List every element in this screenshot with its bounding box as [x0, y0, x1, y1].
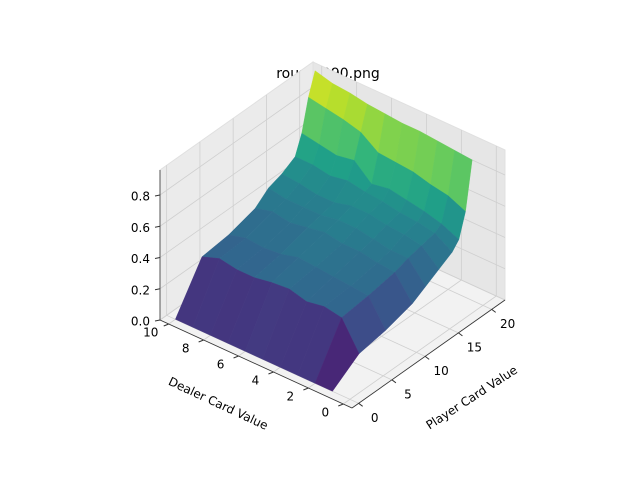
axis-line [159, 319, 353, 409]
y-tick [198, 339, 204, 343]
y-tick [268, 371, 274, 375]
y-tick-label: 2 [287, 390, 295, 404]
grid-line [159, 117, 314, 227]
z-tick [154, 194, 161, 197]
z-tick [154, 257, 161, 259]
y-tick [338, 403, 344, 407]
z-tick-label: 0.2 [131, 283, 150, 297]
axis-line [351, 299, 506, 409]
z-tick [154, 225, 161, 228]
x-tick [491, 308, 496, 313]
grid-line [343, 295, 497, 405]
x-tick-label: 0 [371, 411, 379, 425]
z-tick-label: 0.8 [131, 190, 150, 204]
x-tick [424, 355, 430, 360]
y-tick-label: 6 [217, 358, 225, 372]
z-tick-label: 0.4 [131, 252, 150, 266]
x-tick [391, 379, 397, 384]
y-tick-label: 4 [252, 374, 260, 388]
y-tick [303, 387, 309, 391]
x-tick [358, 402, 363, 407]
z-tick [154, 319, 161, 322]
x-tick-label: 10 [434, 364, 449, 378]
x-tick [458, 332, 463, 337]
z-tick-label: 0.6 [131, 221, 150, 235]
grid-line [159, 86, 314, 196]
y-tick [233, 355, 239, 359]
z-tick [154, 288, 161, 291]
x-tick-label: 20 [500, 317, 515, 331]
x-tick-label: 15 [467, 340, 482, 354]
surface-face [314, 317, 360, 392]
y-tick-label: 8 [182, 342, 190, 356]
x-tick-label: 5 [404, 387, 412, 401]
z-tick-label: 0.0 [131, 315, 150, 329]
y-tick-label: 10 [143, 326, 158, 340]
y-tick-label: 0 [321, 406, 329, 420]
y-tick [163, 323, 169, 327]
